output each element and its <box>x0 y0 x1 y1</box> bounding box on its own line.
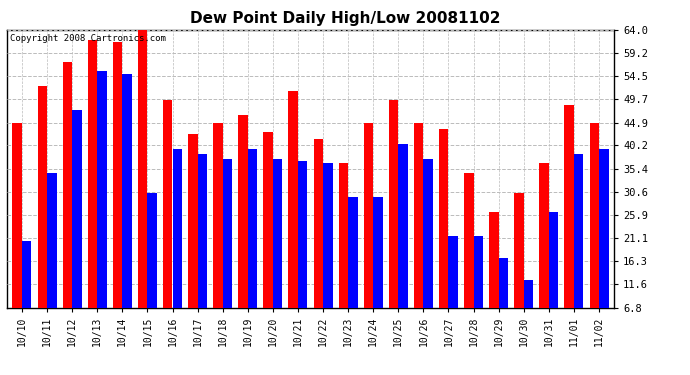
Bar <box>37 86 47 308</box>
Bar <box>63 62 72 308</box>
Text: Copyright 2008 Cartronics.com: Copyright 2008 Cartronics.com <box>10 34 166 43</box>
Bar <box>148 192 157 308</box>
Bar <box>564 105 574 308</box>
Bar <box>549 212 558 308</box>
Bar <box>574 154 584 308</box>
Bar <box>188 134 197 308</box>
Bar <box>589 123 599 308</box>
Bar <box>163 100 172 308</box>
Bar <box>97 71 107 308</box>
Bar <box>489 212 499 308</box>
Bar <box>264 132 273 308</box>
Bar <box>439 129 449 308</box>
Bar <box>197 154 207 308</box>
Bar <box>72 110 81 308</box>
Bar <box>248 149 257 308</box>
Bar <box>172 149 182 308</box>
Bar <box>339 164 348 308</box>
Bar <box>388 100 398 308</box>
Bar <box>22 241 32 308</box>
Bar <box>122 74 132 308</box>
Bar <box>524 280 533 308</box>
Bar <box>398 144 408 308</box>
Bar <box>273 159 282 308</box>
Bar <box>348 197 357 308</box>
Bar <box>499 258 509 308</box>
Bar <box>112 42 122 308</box>
Bar <box>288 91 298 308</box>
Bar <box>213 123 223 308</box>
Bar <box>414 123 424 308</box>
Bar <box>223 159 233 308</box>
Bar <box>364 123 373 308</box>
Bar <box>313 139 323 308</box>
Bar <box>47 173 57 308</box>
Bar <box>514 192 524 308</box>
Bar <box>424 159 433 308</box>
Bar <box>599 149 609 308</box>
Bar <box>540 164 549 308</box>
Bar <box>473 236 483 308</box>
Bar <box>12 123 22 308</box>
Bar <box>464 173 473 308</box>
Bar <box>323 164 333 308</box>
Bar <box>448 236 458 308</box>
Bar <box>298 161 308 308</box>
Bar <box>138 30 148 308</box>
Text: Dew Point Daily High/Low 20081102: Dew Point Daily High/Low 20081102 <box>190 11 500 26</box>
Bar <box>238 115 248 308</box>
Bar <box>373 197 383 308</box>
Bar <box>88 40 97 308</box>
